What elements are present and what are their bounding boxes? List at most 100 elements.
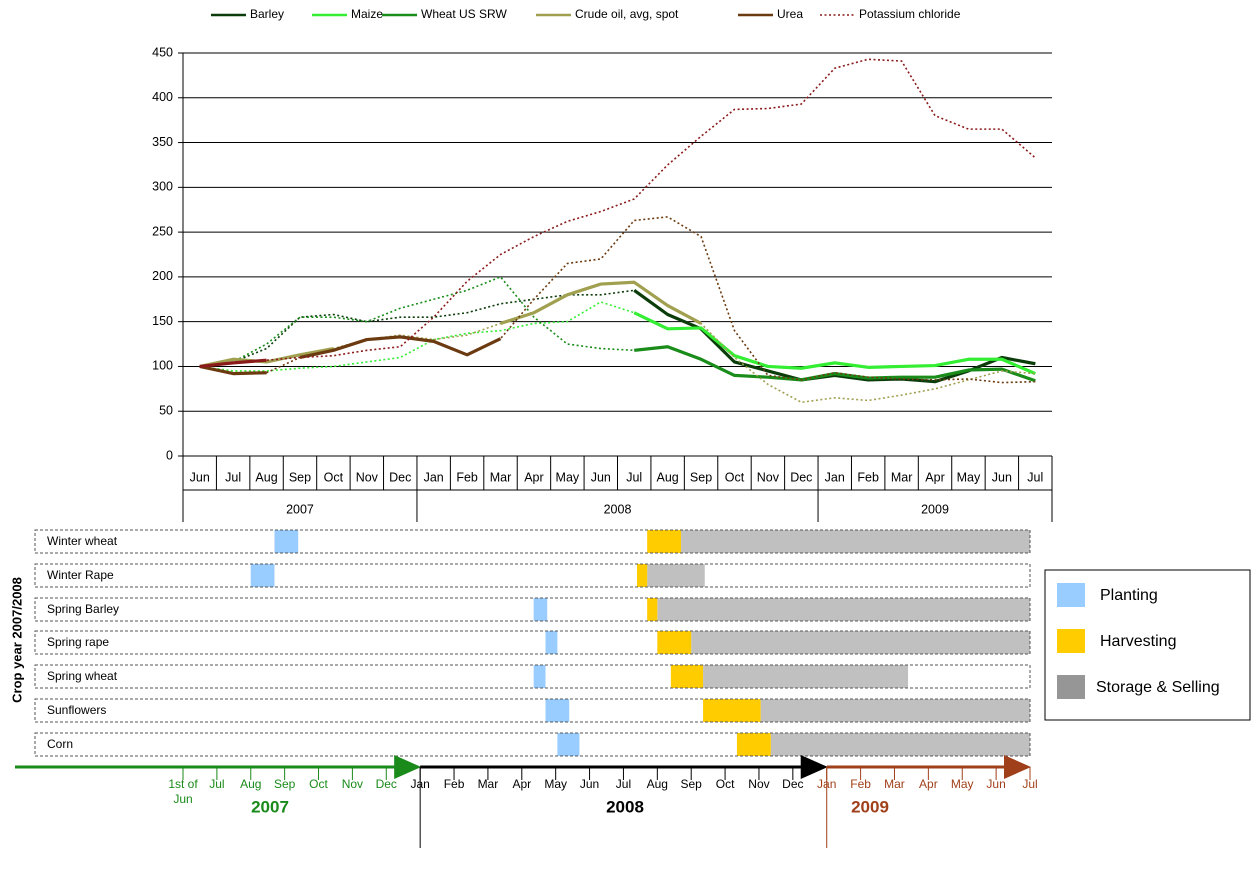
timeline-label: Mar xyxy=(884,777,905,791)
line-solid xyxy=(199,346,334,369)
gantt-row-box xyxy=(34,529,1031,554)
timeline-label: Apr xyxy=(919,777,938,791)
y-tick-label: 0 xyxy=(166,448,173,462)
line-dotted xyxy=(199,216,1036,384)
x-tick-label: Sep xyxy=(289,470,311,484)
gantt-row-label: Corn xyxy=(47,737,73,751)
y-tick-label: 250 xyxy=(152,224,173,238)
x-year-label: 2007 xyxy=(286,502,314,516)
y-tick-label: 400 xyxy=(152,90,173,104)
gantt-bar-harvesting xyxy=(647,530,682,553)
line-dotted xyxy=(199,281,1036,404)
gantt-row-box xyxy=(34,597,1031,622)
y-tick-label: 150 xyxy=(152,314,173,328)
timeline-label: Nov xyxy=(341,777,364,791)
timeline-label: Jul xyxy=(209,777,225,791)
timeline-label: Aug xyxy=(240,777,262,791)
x-tick-label: Apr xyxy=(925,470,944,484)
gantt-bar-storage xyxy=(703,665,909,688)
gantt-row-box xyxy=(34,630,1031,655)
line-dotted xyxy=(199,289,1036,383)
gantt-row-box xyxy=(34,732,1031,757)
x-tick-label: Sep xyxy=(690,470,712,484)
timeline-year: 2007 xyxy=(251,797,289,816)
legend-label: Crude oil, avg, spot xyxy=(575,7,679,21)
x-tick-label: Mar xyxy=(490,470,512,484)
gantt-legend-label: Storage & Selling xyxy=(1096,679,1220,696)
timeline-label: Sep xyxy=(273,777,296,791)
x-tick-label: May xyxy=(556,470,580,484)
line-dotted xyxy=(199,275,1036,382)
gantt-bar-planting xyxy=(545,631,558,654)
gantt-bar-storage xyxy=(691,631,1030,654)
timeline-year: 2009 xyxy=(851,797,889,816)
gantt-bar-storage xyxy=(770,733,1030,756)
timeline-label: Feb xyxy=(850,777,871,791)
gantt-row-label: Winter wheat xyxy=(47,534,118,548)
x-tick-label: Jan xyxy=(825,470,845,484)
timeline-label: Apr xyxy=(512,777,532,791)
y-tick-label: 50 xyxy=(159,404,173,418)
legend-label: Barley xyxy=(250,7,284,21)
gantt-legend-swatch xyxy=(1057,583,1085,607)
gantt-bar-harvesting xyxy=(636,564,648,587)
x-tick-label: Apr xyxy=(524,470,543,484)
x-tick-label: Jul xyxy=(225,470,241,484)
x-tick-label: Feb xyxy=(857,470,879,484)
timeline-label: Mar xyxy=(477,777,499,791)
timeline-label: 1st of Jun xyxy=(168,777,198,806)
gantt-bar-planting xyxy=(250,564,275,587)
y-tick-label: 300 xyxy=(152,180,173,194)
timeline-label: Feb xyxy=(443,777,465,791)
line-solid xyxy=(199,358,267,369)
timeline-label: Aug xyxy=(646,777,668,791)
line-solid xyxy=(633,289,1036,384)
gantt-bar-planting xyxy=(545,699,570,722)
gantt-bar-harvesting xyxy=(657,631,692,654)
timeline-label: Oct xyxy=(309,777,328,791)
gantt-legend-label: Planting xyxy=(1100,587,1158,604)
timeline-label: Jul xyxy=(1022,777,1038,791)
x-tick-label: Jul xyxy=(626,470,642,484)
timeline-label: Jan xyxy=(410,777,430,791)
line-solid xyxy=(500,280,702,325)
gantt-row-label: Spring Barley xyxy=(47,602,119,616)
gantt-bar-harvesting xyxy=(647,598,658,621)
gantt-row-box xyxy=(34,563,1031,588)
gantt-row-label: Spring rape xyxy=(47,635,109,649)
timeline-label: Oct xyxy=(715,777,735,791)
timeline-label: Sep xyxy=(680,777,702,791)
x-tick-label: Jun xyxy=(591,470,611,484)
timeline-label: Dec xyxy=(782,777,804,791)
line-dotted xyxy=(199,301,1036,375)
x-tick-label: Dec xyxy=(790,470,812,484)
gantt-bar-storage xyxy=(681,530,1030,553)
timeline-label: Jun xyxy=(579,777,600,791)
x-tick-label: Jun xyxy=(992,470,1012,484)
timeline-label: May xyxy=(950,777,974,791)
gantt-bar-harvesting xyxy=(736,733,771,756)
line-dotted xyxy=(199,58,1036,368)
line-solid xyxy=(634,345,1036,383)
x-tick-label: May xyxy=(957,470,981,484)
gantt-legend-swatch xyxy=(1057,629,1085,653)
gantt-bar-planting xyxy=(533,665,546,688)
x-tick-label: Nov xyxy=(757,470,780,484)
y-tick-label: 350 xyxy=(152,135,173,149)
timeline-label: Nov xyxy=(748,777,770,791)
y-tick-label: 450 xyxy=(152,45,173,59)
gantt-row-box xyxy=(34,698,1031,723)
gantt-row-label: Sunflowers xyxy=(47,703,106,717)
gantt-bar-storage xyxy=(760,699,1030,722)
gantt-row-box xyxy=(34,664,1031,689)
x-tick-label: Nov xyxy=(356,470,379,484)
gantt-legend-swatch xyxy=(1057,675,1085,699)
line-solid xyxy=(199,364,267,376)
timeline-label: May xyxy=(544,777,567,791)
x-tick-label: Aug xyxy=(255,470,277,484)
x-tick-label: Oct xyxy=(324,470,344,484)
legend-label: Maize xyxy=(351,7,383,21)
timeline-year: 2008 xyxy=(606,797,644,816)
